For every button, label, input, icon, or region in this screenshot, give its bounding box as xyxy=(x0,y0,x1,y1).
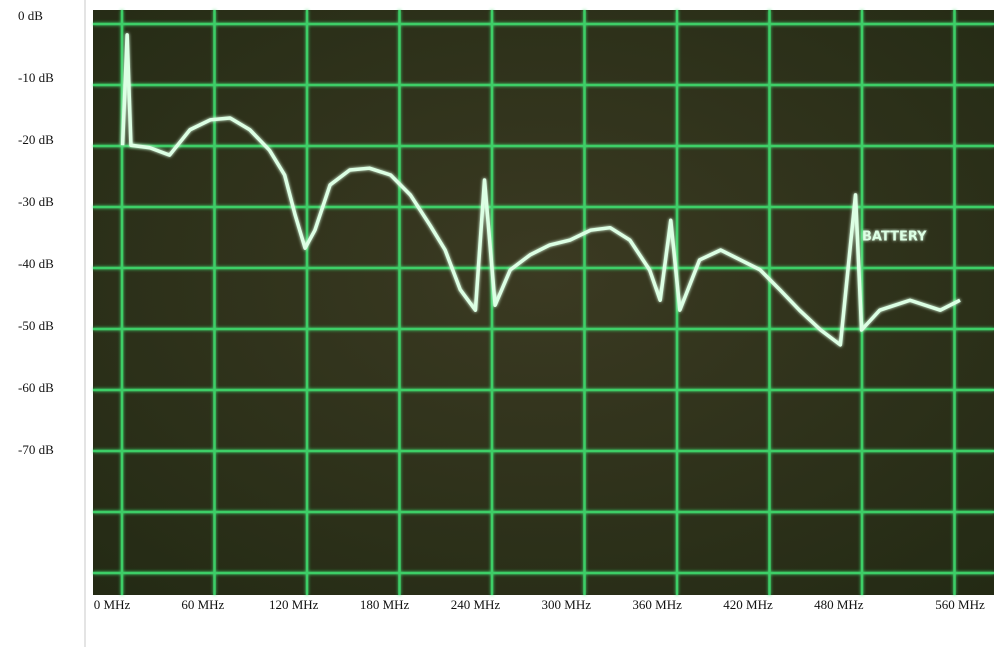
x-tick-label: 180 MHz xyxy=(360,597,410,612)
trace xyxy=(120,33,961,347)
y-tick-label: -70 dB xyxy=(18,442,54,457)
x-tick-label: 360 MHz xyxy=(632,597,682,612)
x-tick-label: 240 MHz xyxy=(451,597,501,612)
y-tick-label: -50 dB xyxy=(18,318,54,333)
x-tick-label: 480 MHz xyxy=(814,597,864,612)
y-tick-label: 0 dB xyxy=(18,8,43,23)
x-tick-label: 0 MHz xyxy=(94,597,131,612)
y-tick-label: -30 dB xyxy=(18,194,54,209)
x-tick-label: 560 MHz xyxy=(935,597,985,612)
y-tick-label: -20 dB xyxy=(18,132,54,147)
y-tick-label: -60 dB xyxy=(18,380,54,395)
x-tick-label: 420 MHz xyxy=(723,597,773,612)
x-tick-label: 300 MHz xyxy=(542,597,592,612)
x-tick-label: 60 MHz xyxy=(181,597,224,612)
x-tick-label: 120 MHz xyxy=(269,597,319,612)
y-tick-label: -10 dB xyxy=(18,70,54,85)
screen-grid xyxy=(93,10,994,595)
y-tick-label: -40 dB xyxy=(18,256,54,271)
annotation: BATTERY xyxy=(862,230,927,245)
